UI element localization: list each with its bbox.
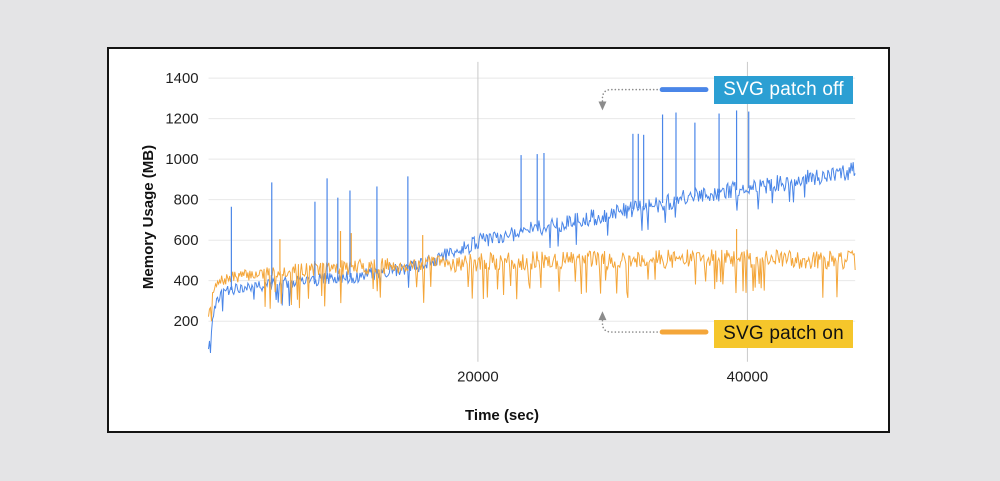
chart-card: 200 400 600 800 1000 1200 1400 20000 40000 Memor…: [107, 47, 890, 433]
y-axis-title: Memory Usage (MB): [140, 144, 157, 290]
gridlines: [208, 61, 856, 362]
x-axis-title: Time (sec): [465, 407, 539, 424]
series-line-1: [207, 249, 856, 322]
y-tick-label: 1200: [165, 112, 198, 128]
y-tick-label: 1000: [165, 152, 198, 168]
data-spikes: [230, 110, 750, 290]
data-series: [207, 162, 856, 354]
axis-ticks: 200 400 600 800 1000 1200 1400 20000 40000: [165, 71, 768, 385]
legend-annotations: [598, 87, 709, 335]
y-tick-label: 400: [174, 274, 199, 290]
arrow-to-orange-line: [601, 318, 658, 333]
series-line-0: [207, 162, 856, 354]
legend-svg-patch-on: SVG patch on: [714, 320, 853, 348]
x-tick-label: 20000: [457, 370, 498, 386]
memory-usage-chart: 200 400 600 800 1000 1200 1400 20000 40000: [165, 61, 856, 386]
legend-svg-patch-off: SVG patch off: [714, 76, 853, 104]
arrow-to-blue-line: [601, 88, 658, 104]
y-tick-label: 1400: [165, 71, 198, 87]
arrow-up-head-icon: [598, 311, 607, 321]
y-tick-label: 200: [174, 314, 199, 330]
arrow-down-head-icon: [598, 101, 607, 111]
y-tick-label: 800: [174, 193, 199, 209]
y-tick-label: 600: [174, 233, 199, 249]
x-tick-label: 40000: [727, 370, 768, 386]
